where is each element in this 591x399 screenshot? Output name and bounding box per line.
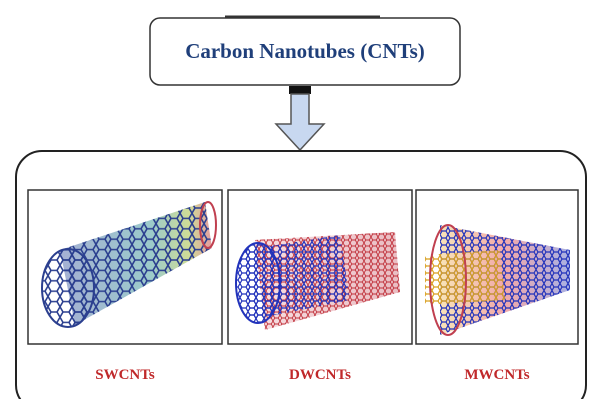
panel-label: DWCNTs [289,367,351,383]
panel-label: MWCNTs [464,367,529,383]
panel-mwcnt [416,190,578,344]
arrow [276,94,324,150]
arrow-cap [289,86,311,94]
panel-dwcnt [228,190,412,344]
panel-label: SWCNTs [95,367,155,383]
panel-swcnt [28,190,222,344]
page: Carbon Nanotubes (CNTs) SWCNTs DWCNTs MW… [0,0,591,399]
diagram: Carbon Nanotubes (CNTs) SWCNTs DWCNTs MW… [0,0,591,399]
title: Carbon Nanotubes (CNTs) [185,39,425,63]
